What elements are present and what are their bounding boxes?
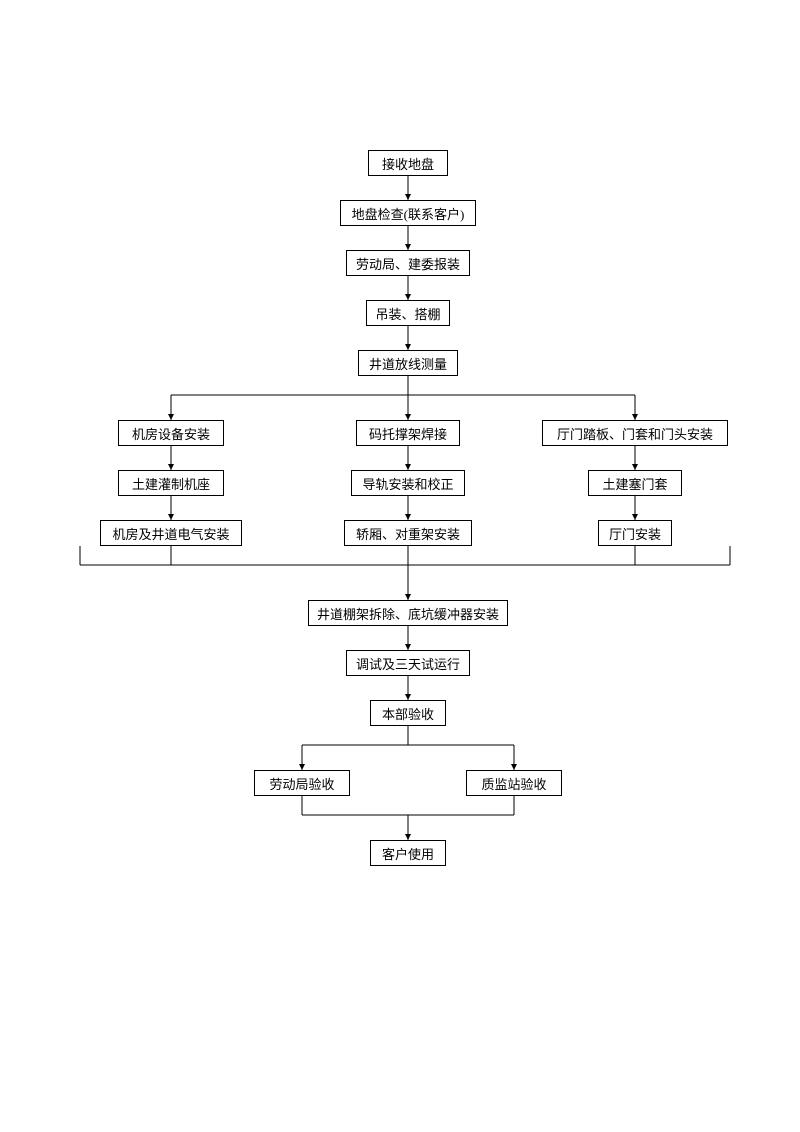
node-label: 劳动局、建委报装 [356, 254, 460, 273]
flowchart-node-n19: 质监站验收 [466, 770, 562, 796]
node-label: 吊装、搭棚 [375, 304, 440, 323]
node-label: 机房及井道电气安装 [112, 524, 229, 543]
flowchart-node-n11: 土建塞门套 [588, 470, 682, 496]
flowchart-node-n14: 厅门安装 [598, 520, 672, 546]
flowchart-node-n15: 井道棚架拆除、底坑缓冲器安装 [308, 600, 508, 626]
flowchart-node-n13: 轿厢、对重架安装 [344, 520, 472, 546]
flowchart-canvas: 接收地盘地盘检查(联系客户) 劳动局、建委报装吊装、搭棚井道放线测量机房设备安装 码… [0, 0, 800, 1132]
node-label: 轿厢、对重架安装 [356, 524, 460, 543]
node-label: 土建塞门套 [602, 474, 667, 493]
flowchart-node-n9: 土建灌制机座 [118, 470, 224, 496]
node-label: 码托撑架焊接 [369, 424, 447, 443]
node-label: 机房设备安装 [132, 424, 210, 443]
node-label: 本部验收 [382, 704, 434, 723]
flowchart-node-n5: 井道放线测量 [358, 350, 458, 376]
node-label: 地盘检查(联系客户) [352, 204, 465, 223]
node-label: 导轨安装和校正 [362, 474, 453, 493]
flowchart-node-n20: 客户使用 [370, 840, 446, 866]
flowchart-node-n3: 劳动局、建委报装 [346, 250, 470, 276]
flowchart-node-n17: 本部验收 [370, 700, 446, 726]
flowchart-node-n16: 调试及三天试运行 [346, 650, 470, 676]
flowchart-node-n12: 机房及井道电气安装 [100, 520, 242, 546]
node-label: 厅门安装 [609, 524, 661, 543]
node-label: 客户使用 [382, 844, 434, 863]
flowchart-node-n10: 导轨安装和校正 [351, 470, 465, 496]
node-label: 调试及三天试运行 [356, 654, 460, 673]
flowchart-node-n2: 地盘检查(联系客户) [340, 200, 476, 226]
node-label: 劳动局验收 [269, 774, 334, 793]
node-label: 质监站验收 [481, 774, 546, 793]
flowchart-node-n1: 接收地盘 [368, 150, 448, 176]
node-label: 井道棚架拆除、底坑缓冲器安装 [317, 604, 499, 623]
flowchart-node-n7: 码托撑架焊接 [356, 420, 460, 446]
node-label: 接收地盘 [382, 154, 434, 173]
node-label: 厅门踏板、门套和门头安装 [557, 424, 713, 443]
flowchart-node-n6: 机房设备安装 [118, 420, 224, 446]
node-label: 井道放线测量 [369, 354, 447, 373]
flowchart-node-n4: 吊装、搭棚 [366, 300, 450, 326]
node-label: 土建灌制机座 [132, 474, 210, 493]
flowchart-node-n8: 厅门踏板、门套和门头安装 [542, 420, 728, 446]
flowchart-node-n18: 劳动局验收 [254, 770, 350, 796]
